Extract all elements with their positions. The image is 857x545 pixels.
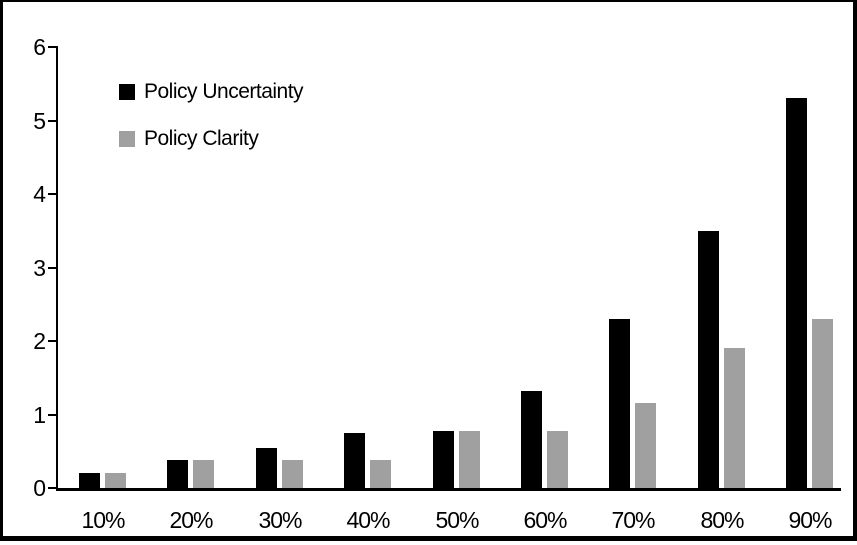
y-axis-tick [48,119,58,122]
x-axis-category-label: 90% [788,507,832,533]
bar-policy-clarity-20% [193,460,214,488]
bar-policy-clarity-90% [812,319,833,488]
bar-policy-clarity-60% [547,431,568,488]
x-axis-category-label: 20% [169,507,213,533]
bar-policy-clarity-30% [282,460,303,488]
bar-policy-uncertainty-60% [521,391,542,488]
y-axis-tick-label: 2 [33,328,46,354]
bar-policy-uncertainty-50% [433,431,454,488]
legend-swatch-gray-icon [119,131,135,147]
y-axis-tick [48,340,58,342]
y-axis-tick [48,193,58,195]
y-axis-tick-label: 1 [33,401,46,428]
bar-policy-uncertainty-30% [256,448,277,488]
x-axis-category-label: 60% [523,507,567,533]
bar-policy-uncertainty-70% [609,319,630,488]
legend-swatch-black-icon [119,84,135,100]
legend-item-policy-uncertainty: Policy Uncertainty [119,80,304,103]
bar-policy-uncertainty-20% [167,460,188,488]
y-axis-tick-label: 4 [33,181,46,207]
x-axis-category-label: 50% [435,507,479,533]
bar-policy-uncertainty-10% [79,473,100,488]
y-axis-tick [48,487,58,489]
bar-policy-uncertainty-80% [698,231,719,488]
legend-label-policy-clarity: Policy Clarity [144,127,259,150]
x-axis-category-label: 70% [611,507,655,533]
y-axis-tick [48,46,58,48]
y-axis-tick [48,266,58,269]
x-axis-category-label: 30% [258,507,302,533]
legend-label-policy-uncertainty: Policy Uncertainty [144,80,304,103]
y-axis-tick-label: 0 [33,475,46,501]
bar-policy-clarity-80% [724,348,745,488]
plot-area: 0 1 2 3 4 5 6 10% 20% 30% 40% 50% 60% 70% 80% 90% [3,2,853,536]
x-axis-category-label: 80% [700,507,744,533]
x-axis-category-label: 40% [346,507,390,533]
bar-policy-clarity-70% [635,403,656,488]
x-axis-line [56,488,841,491]
bar-policy-clarity-50% [459,431,480,488]
legend-item-policy-clarity: Policy Clarity [119,127,303,150]
bar-policy-uncertainty-90% [786,98,807,488]
x-axis-category-label: 10% [81,507,125,533]
y-axis-tick-label: 5 [33,107,46,134]
y-axis-tick-label: 3 [33,254,46,281]
y-axis-tick [48,413,58,416]
bar-policy-clarity-40% [370,460,391,488]
bar-policy-uncertainty-40% [344,433,365,488]
bar-policy-clarity-10% [105,473,126,488]
chart-legend: Policy Uncertainty Policy Clarity [119,80,304,176]
y-axis-tick-label: 6 [33,34,46,60]
